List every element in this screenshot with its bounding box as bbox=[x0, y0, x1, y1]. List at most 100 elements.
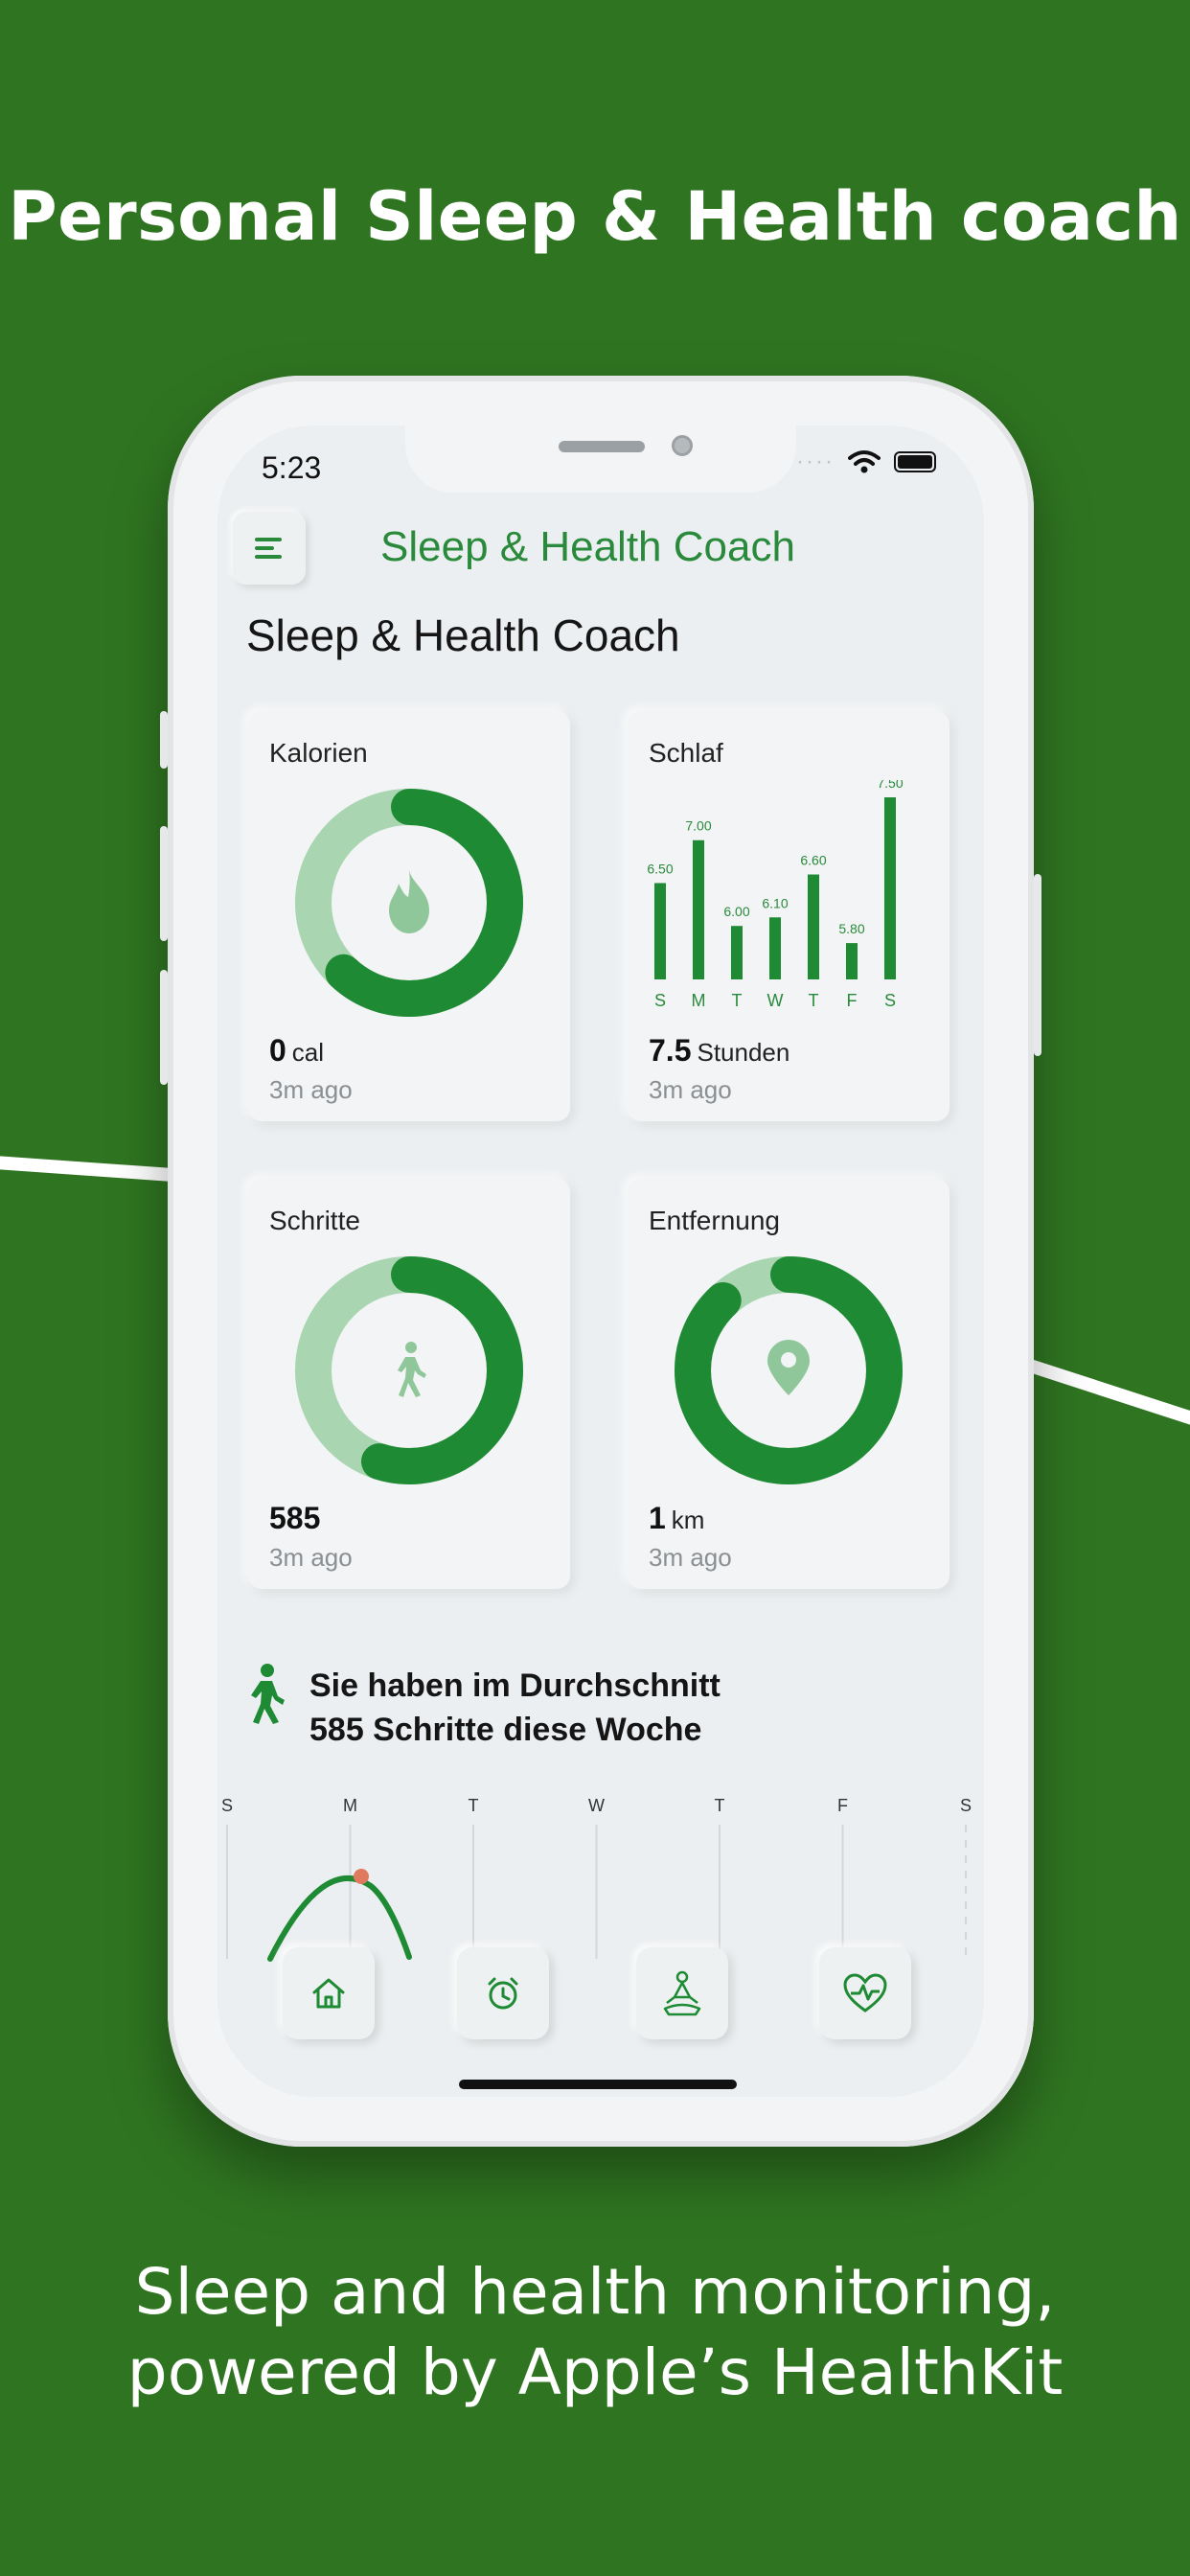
sleep-bar-day-label: M bbox=[692, 991, 706, 1010]
distance-updated: 3m ago bbox=[649, 1543, 732, 1572]
calories-unit: cal bbox=[291, 1038, 325, 1067]
activity-curve bbox=[267, 1874, 412, 1962]
phone-mute-switch bbox=[160, 711, 168, 769]
distance-ring bbox=[675, 1256, 903, 1484]
week-day-label: S bbox=[960, 1796, 972, 1815]
week-day-label: T bbox=[469, 1796, 479, 1815]
wifi-icon bbox=[848, 450, 881, 473]
phone-power-button bbox=[1034, 874, 1041, 1056]
sleep-bar bbox=[731, 926, 743, 979]
home-indicator bbox=[459, 2080, 737, 2089]
distance-value: 1 bbox=[649, 1501, 666, 1535]
sleep-bar-value-label: 6.10 bbox=[762, 895, 788, 910]
phone-volume-up bbox=[160, 826, 168, 941]
distance-value-row: 1 km bbox=[649, 1501, 704, 1536]
calories-value: 0 bbox=[269, 1033, 286, 1068]
calories-updated: 3m ago bbox=[269, 1075, 353, 1104]
sleep-bar-day-label: S bbox=[654, 991, 666, 1010]
calories-value-row: 0 cal bbox=[269, 1033, 324, 1069]
nav-meditation-button[interactable] bbox=[636, 1947, 728, 2039]
nav-alarm-button[interactable] bbox=[457, 1947, 549, 2039]
status-icons: ···· bbox=[796, 448, 936, 475]
sleep-unit: Stunden bbox=[697, 1038, 790, 1067]
sleep-bar bbox=[884, 797, 896, 979]
calories-ring-progress bbox=[295, 789, 523, 1017]
signal-dots-icon: ···· bbox=[796, 448, 835, 474]
promo-footer-line-2: powered by Apple’s HealthKit bbox=[126, 2335, 1064, 2409]
home-icon bbox=[312, 1978, 345, 2009]
sleep-bar-day-label: S bbox=[884, 991, 896, 1010]
sleep-bar bbox=[654, 883, 666, 979]
phone-screen: 5:23 ···· Sleep & Health Coach Sleep & H… bbox=[217, 426, 984, 2097]
walking-icon bbox=[251, 1664, 285, 1724]
alarm-clock-icon bbox=[488, 1977, 518, 2010]
sleep-updated: 3m ago bbox=[649, 1075, 732, 1104]
week-day-label: W bbox=[588, 1796, 605, 1815]
decor-stripe-right bbox=[1027, 1359, 1190, 1432]
notch bbox=[405, 426, 796, 493]
promo-footer-line-1: Sleep and health monitoring, bbox=[134, 2255, 1056, 2329]
sleep-bar-value-label: 6.60 bbox=[800, 853, 826, 868]
sleep-bar-value-label: 7.50 bbox=[877, 780, 903, 791]
calories-card[interactable]: Kalorien 0 cal 3m ago bbox=[248, 711, 570, 1121]
calories-label: Kalorien bbox=[269, 738, 368, 768]
status-time: 5:23 bbox=[262, 450, 322, 485]
week-day-label: M bbox=[343, 1796, 357, 1815]
sleep-bar-value-label: 5.80 bbox=[838, 921, 864, 936]
phone-frame: 5:23 ···· Sleep & Health Coach Sleep & H… bbox=[160, 376, 1041, 2147]
summary-line-2: 585 Schritte diese Woche bbox=[309, 1712, 702, 1748]
steps-summary: Sie haben im Durchschnitt 585 Schritte d… bbox=[246, 1664, 721, 1752]
distance-ring-progress bbox=[675, 1256, 903, 1484]
sleep-bar-day-label: T bbox=[732, 991, 743, 1010]
sleep-bar bbox=[846, 943, 858, 979]
page-title: Sleep & Health Coach bbox=[246, 610, 680, 660]
summary-line-1: Sie haben im Durchschnitt bbox=[309, 1668, 721, 1704]
steps-card[interactable]: Schritte 585 3m ago bbox=[248, 1179, 570, 1589]
sleep-bar-day-label: F bbox=[847, 991, 858, 1010]
sleep-bar bbox=[769, 917, 781, 979]
steps-ring bbox=[295, 1256, 523, 1484]
promo-footer: Sleep and health monitoring, powered by … bbox=[0, 2252, 1190, 2413]
sleep-bar-value-label: 7.00 bbox=[685, 818, 711, 834]
sleep-bar-day-label: T bbox=[809, 991, 819, 1010]
steps-ring-progress bbox=[295, 1256, 523, 1484]
front-camera bbox=[672, 435, 693, 456]
sleep-bar-value-label: 6.50 bbox=[647, 861, 673, 876]
sleep-bar-value-label: 6.00 bbox=[723, 904, 749, 919]
phone-volume-down bbox=[160, 970, 168, 1085]
meditation-icon bbox=[663, 1970, 701, 2016]
promo-headline: Personal Sleep & Health coach bbox=[8, 177, 1182, 256]
flame-icon bbox=[389, 870, 429, 933]
distance-unit: km bbox=[671, 1506, 705, 1534]
walking-icon bbox=[398, 1342, 426, 1397]
sleep-card[interactable]: Schlaf 6.50 S 7.00 M 6.00 T 6.10 W 6.60 T 5.80 F 7.5… bbox=[628, 711, 950, 1121]
calories-ring bbox=[295, 789, 523, 1017]
sleep-bar-chart: 6.50 S 7.00 M 6.00 T 6.10 W 6.60 T 5.80 F 7.50 S bbox=[647, 780, 903, 1010]
sleep-bar bbox=[808, 874, 819, 979]
sleep-value-row: 7.5 Stunden bbox=[649, 1033, 790, 1069]
steps-value: 585 bbox=[269, 1501, 321, 1535]
sleep-label: Schlaf bbox=[649, 738, 723, 768]
distance-label: Entfernung bbox=[649, 1206, 780, 1235]
sleep-value: 7.5 bbox=[649, 1033, 692, 1068]
activity-marker bbox=[354, 1869, 369, 1884]
nav-home-button[interactable] bbox=[283, 1947, 375, 2039]
distance-card[interactable]: Entfernung 1 km 3m ago bbox=[628, 1179, 950, 1589]
sleep-bar-day-label: W bbox=[767, 991, 784, 1010]
steps-label: Schritte bbox=[269, 1206, 360, 1235]
menu-button[interactable] bbox=[233, 512, 306, 585]
app-title: Sleep & Health Coach bbox=[380, 523, 795, 570]
week-day-label: S bbox=[221, 1796, 233, 1815]
location-pin-icon bbox=[767, 1340, 810, 1395]
battery-icon bbox=[894, 451, 936, 472]
menu-icon bbox=[255, 538, 282, 559]
decor-stripe-left bbox=[0, 1155, 187, 1183]
nav-health-button[interactable] bbox=[819, 1947, 911, 2039]
sleep-bar bbox=[693, 840, 704, 979]
heart-rate-icon bbox=[843, 1973, 887, 2012]
speaker-grille bbox=[559, 441, 645, 452]
week-day-label: T bbox=[715, 1796, 725, 1815]
steps-updated: 3m ago bbox=[269, 1543, 353, 1572]
steps-value-row: 585 bbox=[269, 1501, 320, 1536]
